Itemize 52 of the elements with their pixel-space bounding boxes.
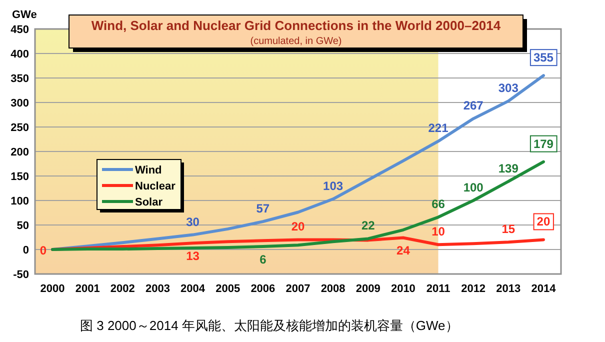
data-label: 24 [396, 244, 410, 258]
x-tick-label: 2008 [320, 283, 346, 295]
data-label: 267 [463, 98, 484, 113]
x-tick-label: 2003 [145, 283, 170, 295]
x-tick-label: 2004 [180, 283, 206, 295]
caption: 图 3 2000～2014 年风能、太阳能及核能增加的装机容量（GWe） [80, 318, 458, 333]
y-tick-label: 150 [10, 171, 29, 183]
data-label: 22 [361, 218, 376, 233]
y-tick-label: -50 [13, 269, 29, 281]
data-label: 6 [260, 252, 267, 267]
y-tick-label: 450 [10, 24, 29, 36]
data-label: 13 [186, 249, 200, 264]
data-label: 0 [40, 244, 47, 258]
data-label: 221 [428, 121, 449, 136]
y-tick-label: 0 [22, 244, 29, 256]
data-label: 57 [256, 202, 270, 216]
data-label: 303 [498, 81, 519, 96]
x-tick-label: 2002 [110, 283, 135, 295]
x-tick-label: 2006 [250, 283, 276, 295]
y-tick-label: 250 [10, 122, 29, 134]
legend-label: Wind [135, 164, 162, 176]
data-label: 66 [432, 197, 446, 212]
legend-label: Nuclear [135, 180, 176, 192]
x-tick-label: 2012 [461, 283, 486, 295]
data-label: 139 [498, 161, 519, 176]
data-label: 15 [502, 222, 516, 236]
x-tick-label: 2011 [426, 283, 450, 295]
data-label: 179 [533, 136, 554, 151]
x-tick-label: 2007 [286, 283, 310, 295]
y-tick-label: 350 [10, 73, 29, 85]
y-tick-label: 300 [10, 98, 29, 110]
y-tick-label: 200 [10, 146, 29, 158]
x-tick-label: 2000 [40, 283, 65, 295]
chart-title: Wind, Solar and Nuclear Grid Connections in the World 2000–2014 [91, 18, 502, 33]
data-label: 10 [432, 224, 446, 239]
x-tick-label: 2010 [390, 283, 416, 295]
x-tick-label: 2009 [356, 283, 380, 295]
x-tick-label: 2013 [496, 283, 521, 295]
y-tick-label: 400 [10, 48, 29, 60]
data-label: 355 [533, 50, 554, 65]
data-label: 100 [463, 180, 484, 194]
data-label: 20 [536, 214, 550, 229]
x-tick-label: 2014 [531, 283, 557, 295]
y-tick-label: 100 [10, 196, 29, 208]
y-tick-label: 50 [16, 220, 29, 232]
legend-label: Solar [135, 196, 164, 208]
x-tick-label: 2001 [75, 283, 100, 295]
y-axis-title: GWe [12, 9, 37, 21]
data-label: 30 [186, 214, 200, 229]
data-label: 20 [291, 220, 305, 234]
x-tick-label: 2005 [216, 283, 240, 295]
data-label: 103 [323, 179, 344, 194]
